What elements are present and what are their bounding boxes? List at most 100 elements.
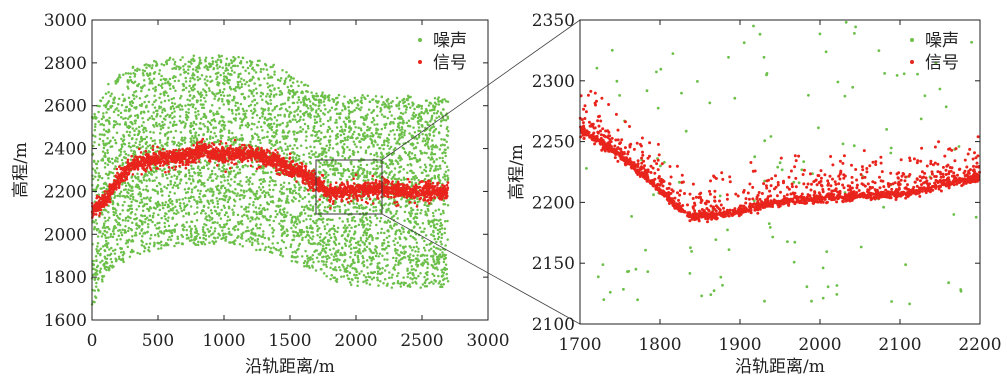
noise-point (193, 59, 196, 62)
noise-point (415, 158, 419, 162)
noise-point (108, 216, 111, 220)
noise-point (102, 146, 106, 150)
noise-point (281, 135, 285, 138)
noise-point (287, 181, 291, 185)
noise-point (173, 102, 177, 105)
noise-point (418, 118, 422, 122)
noise-point (309, 104, 312, 108)
noise-point (309, 236, 312, 239)
noise-point (356, 150, 360, 154)
noise-point (380, 113, 384, 116)
noise-point (372, 205, 375, 209)
noise-point (324, 246, 328, 250)
noise-point (313, 250, 316, 254)
noise-point (438, 230, 442, 234)
noise-point (184, 204, 188, 208)
noise-point (403, 256, 407, 259)
noise-point (110, 104, 114, 108)
noise-point (256, 227, 259, 230)
noise-point (299, 144, 303, 148)
noise-point (340, 128, 344, 131)
noise-point (129, 158, 133, 162)
noise-point (157, 181, 161, 185)
noise-point (95, 269, 99, 272)
noise-point (232, 213, 235, 216)
noise-point (376, 160, 379, 164)
noise-point (232, 140, 236, 144)
noise-point (104, 265, 108, 269)
noise-point (213, 131, 216, 135)
noise-point (143, 250, 146, 253)
noise-point (391, 273, 394, 277)
noise-point (247, 206, 250, 209)
noise-point (419, 149, 422, 153)
noise-point (171, 124, 175, 128)
noise-point (304, 95, 307, 98)
noise-point (218, 197, 221, 201)
noise-point (302, 208, 306, 212)
noise-point (302, 118, 305, 122)
noise-point (255, 192, 258, 195)
noise-point (403, 129, 407, 132)
noise-point (153, 94, 156, 98)
noise-point (376, 272, 380, 276)
noise-point (396, 160, 399, 164)
noise-point (376, 270, 380, 273)
noise-point (163, 221, 166, 225)
noise-point (441, 209, 445, 213)
noise-point (293, 110, 296, 113)
noise-point (121, 162, 125, 165)
noise-point (417, 247, 420, 251)
noise-point (402, 276, 405, 279)
noise-point (170, 111, 174, 115)
noise-point (246, 165, 249, 168)
noise-point (317, 129, 321, 133)
noise-point (181, 108, 184, 111)
noise-point (365, 116, 368, 119)
noise-point (204, 223, 208, 227)
noise-point (99, 267, 103, 271)
noise-point (202, 237, 206, 240)
noise-point (281, 102, 285, 106)
noise-point (184, 76, 187, 80)
noise-point (390, 105, 393, 108)
noise-point (322, 272, 326, 275)
noise-point (157, 72, 161, 75)
noise-point (328, 135, 332, 138)
noise-point (221, 134, 224, 138)
noise-point (353, 261, 356, 265)
noise-point (194, 123, 198, 126)
noise-point (275, 248, 278, 251)
noise-point (423, 275, 426, 279)
noise-point (330, 253, 333, 256)
noise-point (336, 205, 339, 208)
noise-point (158, 241, 161, 245)
noise-point (254, 71, 258, 74)
noise-point (211, 118, 214, 122)
noise-point (242, 213, 246, 217)
noise-point (163, 185, 166, 189)
noise-point (129, 120, 133, 124)
noise-point (116, 194, 120, 198)
noise-point (414, 250, 417, 253)
noise-point (131, 179, 135, 183)
noise-point (204, 234, 208, 237)
noise-point (191, 76, 195, 80)
noise-point (344, 138, 347, 142)
noise-point (175, 105, 178, 109)
noise-point (418, 226, 422, 229)
noise-point (366, 228, 370, 232)
left-points-layer (90, 54, 450, 306)
noise-point (428, 169, 432, 172)
noise-point (337, 171, 340, 175)
noise-point (311, 94, 315, 98)
noise-point (151, 64, 154, 67)
noise-point (118, 123, 122, 126)
noise-point (225, 189, 228, 192)
noise-point (138, 68, 141, 71)
noise-point (321, 255, 324, 259)
noise-point (232, 169, 236, 173)
noise-point (139, 112, 143, 115)
noise-point (223, 175, 226, 179)
noise-point (293, 144, 296, 147)
